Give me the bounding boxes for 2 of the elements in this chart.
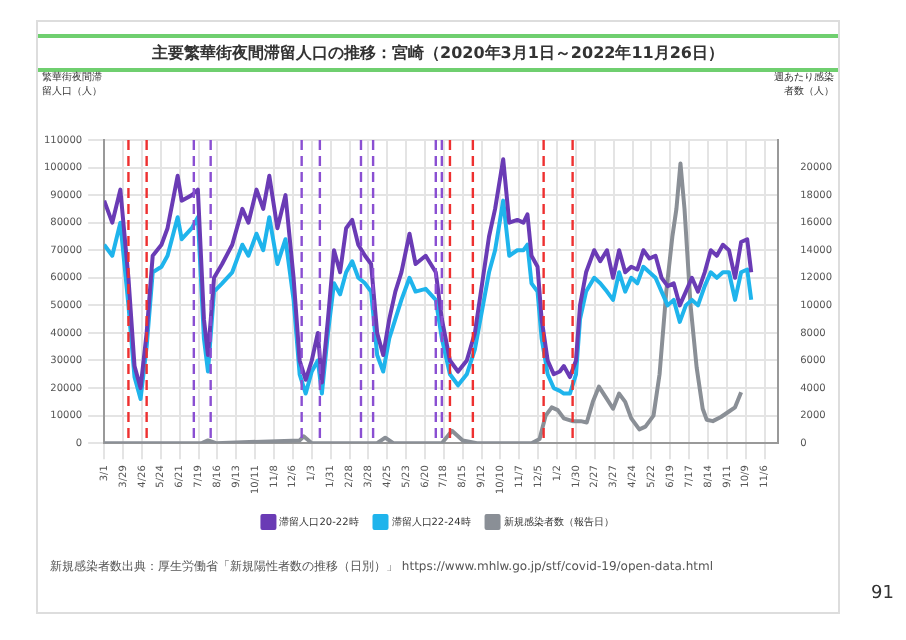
chart-title: 主要繁華街夜間滞留人口の推移：宮崎（2020年3月1日～2022年11月26日） (38, 34, 838, 72)
text: 91 (871, 584, 894, 604)
